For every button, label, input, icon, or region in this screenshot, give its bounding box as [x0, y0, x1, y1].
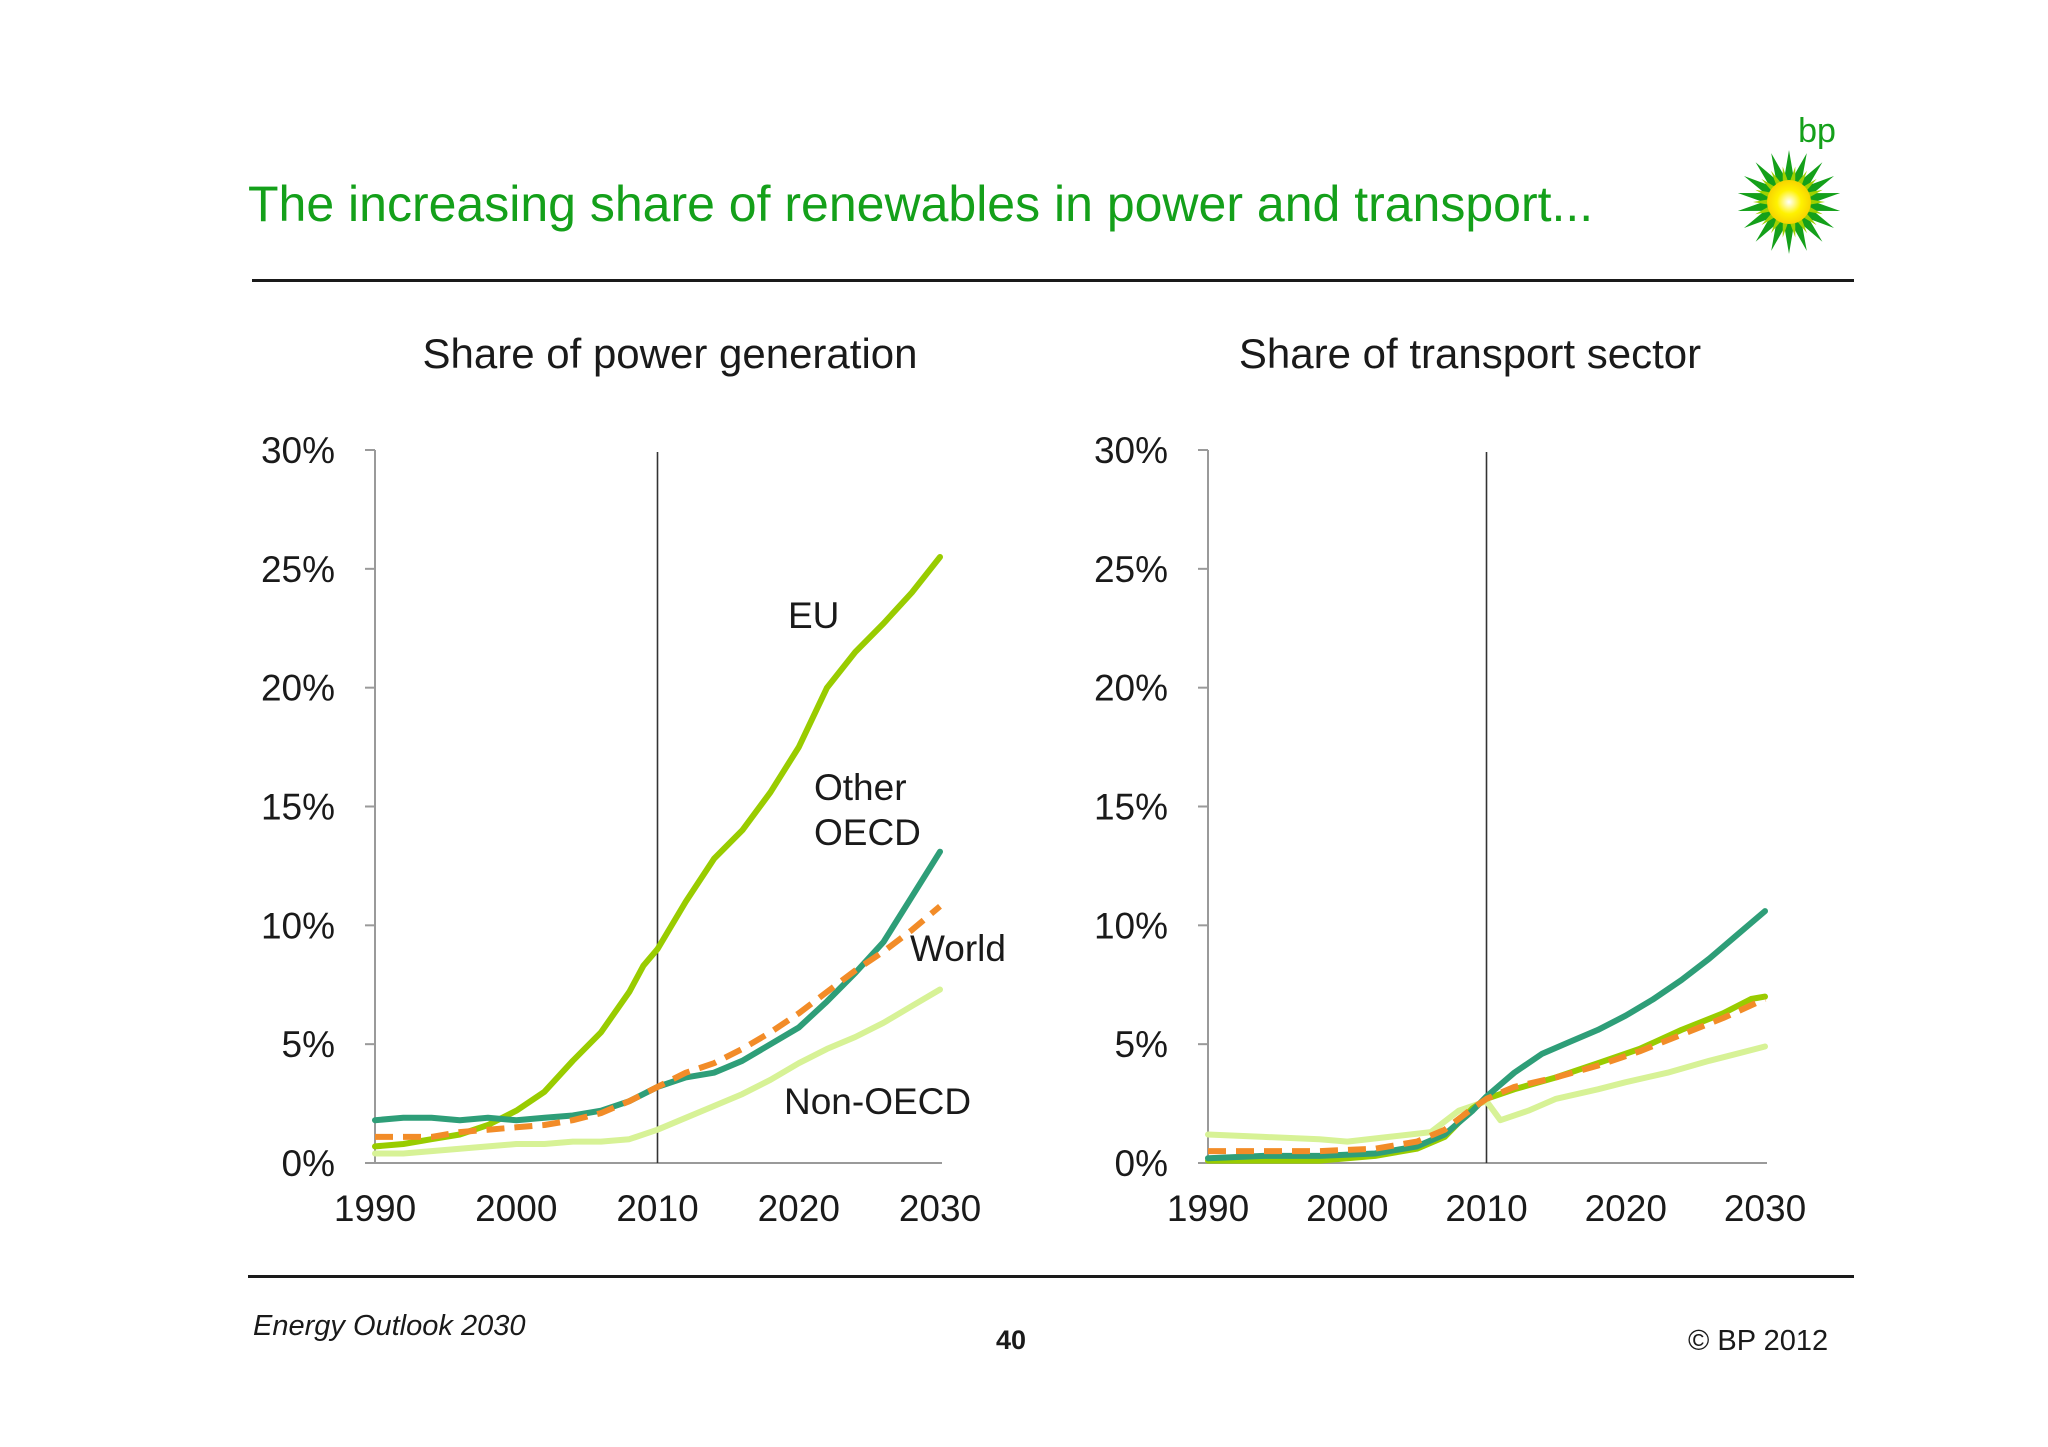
x-tick-label: 2000 [475, 1188, 557, 1229]
y-tick-label: 5% [1115, 1024, 1168, 1065]
y-tick-label: 10% [1094, 905, 1168, 946]
y-tick-label: 30% [261, 430, 335, 471]
y-tick-label: 0% [282, 1143, 335, 1184]
series-line-world [375, 904, 942, 1140]
y-tick-label: 25% [1094, 549, 1168, 590]
bp-logo-text: bp [1798, 112, 1836, 150]
series-line-non-oecd [372, 986, 943, 1157]
chart-title-power: Share of power generation [423, 330, 918, 377]
series-label-world: World [910, 928, 1006, 969]
series-label-non-oecd: Non-OECD [784, 1081, 971, 1122]
chart-title-transport: Share of transport sector [1239, 330, 1701, 377]
series-label-other-oecd-line1: Other [814, 767, 907, 808]
series-line-3 [1205, 908, 1768, 1162]
x-tick-label: 1990 [334, 1188, 416, 1229]
x-tick-label: 2030 [1724, 1188, 1806, 1229]
slide-title: The increasing share of renewables in po… [248, 176, 1594, 232]
chart-power-generation: 0% 5% 10% 15% 20% 25% 30% 1990 2000 2010 2020 2030 [261, 430, 981, 1229]
series-line-2 [1205, 993, 1768, 1164]
y-tick-label: 10% [261, 905, 335, 946]
x-tick-label: 2010 [1445, 1188, 1527, 1229]
series-line-1 [1205, 1043, 1768, 1145]
y-tick-label: 20% [1094, 668, 1168, 709]
y-tick-label: 20% [261, 668, 335, 709]
y-tick-label: 0% [1115, 1143, 1168, 1184]
footer-publication: Energy Outlook 2030 [253, 1310, 526, 1342]
y-tick-label: 5% [282, 1024, 335, 1065]
y-tick-label: 30% [1094, 430, 1168, 471]
x-tick-label: 2020 [758, 1188, 840, 1229]
y-tick-label: 15% [1094, 787, 1168, 828]
x-tick-label: 1990 [1167, 1188, 1249, 1229]
y-tick-label: 25% [261, 549, 335, 590]
copyright: © BP 2012 [1688, 1325, 1829, 1357]
series-label-eu: EU [788, 595, 839, 636]
header-divider [252, 279, 1854, 282]
bp-helios-logo-icon: bp [1737, 112, 1841, 254]
footer-divider [248, 1275, 1854, 1278]
series-label-other-oecd-line2: OECD [814, 812, 921, 853]
series-line-4 [1208, 996, 1767, 1155]
x-tick-label: 2000 [1306, 1188, 1388, 1229]
y-tick-label: 15% [261, 787, 335, 828]
page-number: 40 [996, 1325, 1027, 1355]
x-tick-label: 2030 [899, 1188, 981, 1229]
x-tick-label: 2020 [1585, 1188, 1667, 1229]
helios-center [1767, 180, 1811, 224]
chart-transport-sector: 0% 5% 10% 15% 20% 25% 30% 1990 2000 2010 2020 2030 [1094, 430, 1806, 1229]
x-tick-label: 2010 [616, 1188, 698, 1229]
